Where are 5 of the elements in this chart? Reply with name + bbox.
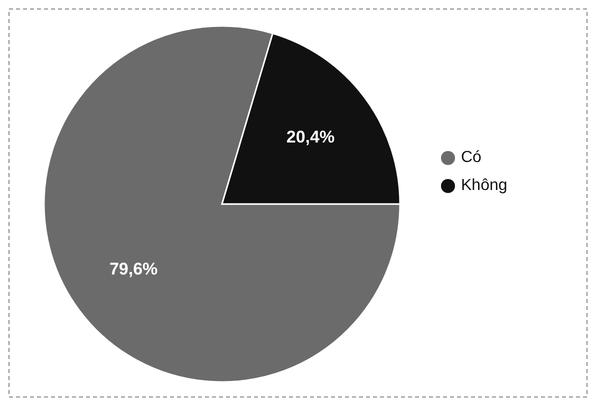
data-label: 20,4% [286, 128, 335, 146]
data-label: 79,6% [109, 259, 158, 278]
legend-label: Không [461, 177, 508, 194]
legend-label: Có [461, 149, 482, 166]
pie-slice [44, 25, 401, 383]
